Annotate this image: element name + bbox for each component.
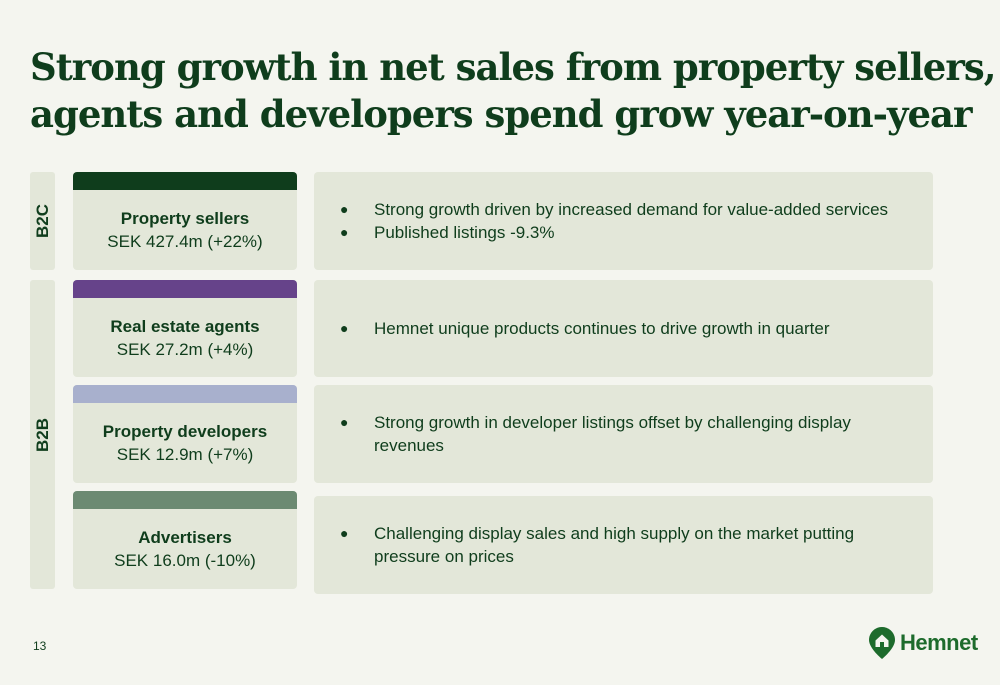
category-card-real-estate-agents: Real estate agents SEK 27.2m (+4%) (73, 280, 297, 377)
category-name: Advertisers (138, 528, 232, 547)
bullet-list: Challenging display sales and high suppl… (314, 522, 933, 568)
category-value: SEK 16.0m (-10%) (114, 551, 256, 570)
category-card-property-developers: Property developers SEK 12.9m (+7%) (73, 385, 297, 483)
hemnet-logo: Hemnet (868, 626, 978, 660)
logo-wordmark: Hemnet (900, 630, 978, 655)
slide-title-line-2: agents and developers spend grow year-on… (30, 92, 973, 136)
category-card-advertisers: Advertisers SEK 16.0m (-10%) (73, 491, 297, 589)
bullet-list: Hemnet unique products continues to driv… (314, 317, 933, 340)
house-pin-icon (869, 627, 895, 659)
slide-title: Strong growth in net sales from property… (30, 44, 997, 138)
slide-title-line-1: Strong growth in net sales from property… (30, 45, 997, 89)
description-box-real-estate-agents: Hemnet unique products continues to driv… (314, 280, 933, 377)
category-name: Property sellers (120, 209, 250, 228)
category-value: SEK 427.4m (+22%) (107, 232, 263, 251)
category-name: Property developers (102, 422, 268, 441)
category-color-bar (73, 280, 297, 298)
page-number: 13 (33, 639, 47, 653)
bullet-list: Strong growth driven by increased demand… (314, 198, 933, 244)
category-color-bar (73, 491, 297, 509)
segment-label: B2B (32, 417, 52, 452)
description-box-property-sellers: Strong growth driven by increased demand… (314, 172, 933, 270)
bullet-item: Challenging display sales and high suppl… (340, 522, 917, 568)
category-value: SEK 12.9m (+7%) (116, 445, 254, 464)
bullet-item: Strong growth driven by increased demand… (340, 198, 917, 221)
description-box-property-developers: Strong growth in developer listings offs… (314, 385, 933, 483)
bullet-list: Strong growth in developer listings offs… (314, 411, 933, 457)
bullet-item: Published listings -9.3% (340, 221, 917, 244)
description-box-advertisers: Challenging display sales and high suppl… (314, 496, 933, 594)
bullet-item: Strong growth in developer listings offs… (340, 411, 917, 457)
category-color-bar (73, 385, 297, 403)
category-value: SEK 27.2m (+4%) (116, 339, 254, 359)
segment-b2c: B2C (30, 172, 55, 270)
category-name: Real estate agents (110, 316, 260, 336)
bullet-item: Hemnet unique products continues to driv… (340, 317, 917, 340)
category-color-bar (73, 172, 297, 190)
segment-label: B2C (32, 203, 52, 239)
segment-b2b: B2B (30, 280, 55, 589)
category-card-property-sellers: Property sellers SEK 427.4m (+22%) (73, 172, 297, 270)
